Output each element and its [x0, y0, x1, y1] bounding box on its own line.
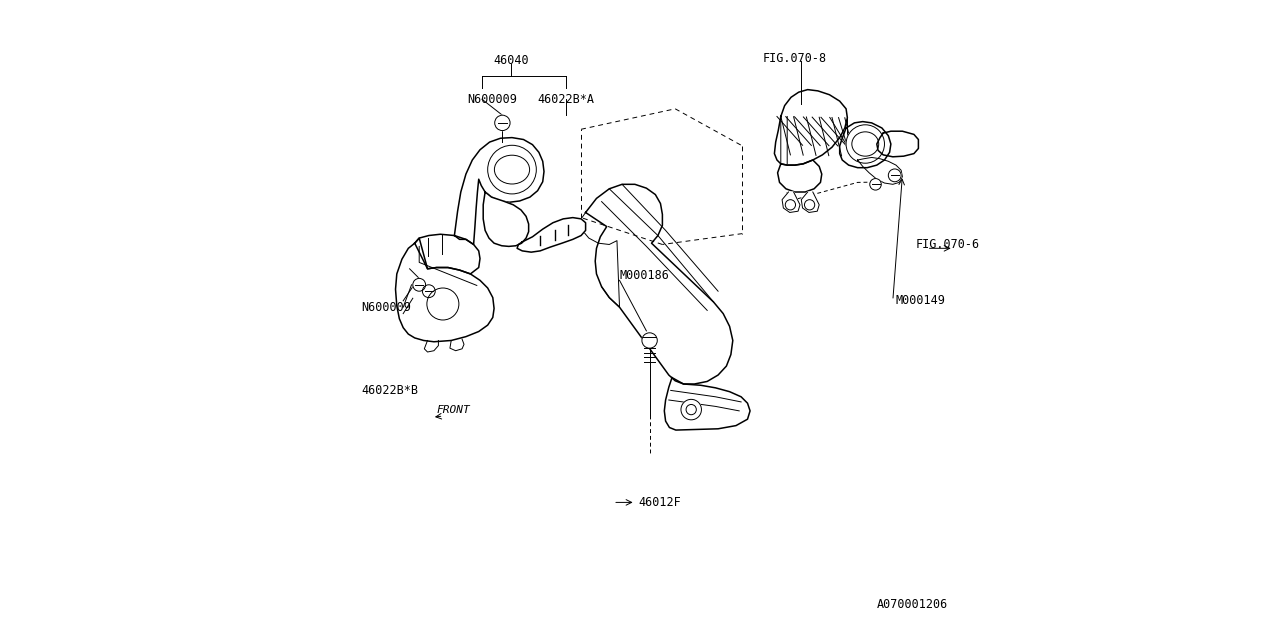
Polygon shape: [801, 192, 819, 212]
Text: FIG.070-8: FIG.070-8: [763, 52, 827, 65]
Text: 46022B*A: 46022B*A: [538, 93, 595, 106]
Polygon shape: [840, 122, 891, 168]
Text: 46022B*B: 46022B*B: [362, 384, 419, 397]
Polygon shape: [585, 184, 732, 384]
Polygon shape: [777, 160, 822, 192]
Polygon shape: [782, 192, 800, 212]
Text: 46040: 46040: [493, 54, 529, 67]
Text: FRONT: FRONT: [436, 404, 470, 415]
Text: M000186: M000186: [620, 269, 669, 282]
Circle shape: [488, 145, 536, 194]
Polygon shape: [774, 90, 847, 165]
Circle shape: [870, 179, 881, 190]
Circle shape: [494, 115, 509, 131]
Circle shape: [786, 200, 796, 210]
Text: N600009: N600009: [467, 93, 517, 106]
Circle shape: [846, 125, 884, 163]
Text: A070001206: A070001206: [877, 598, 948, 611]
Polygon shape: [517, 218, 585, 252]
Circle shape: [888, 169, 901, 182]
Circle shape: [681, 399, 701, 420]
Text: FIG.070-6: FIG.070-6: [915, 238, 979, 251]
Circle shape: [412, 278, 425, 291]
Polygon shape: [396, 238, 494, 342]
Polygon shape: [858, 157, 902, 184]
Circle shape: [643, 333, 658, 348]
Text: M000149: M000149: [896, 294, 946, 307]
Circle shape: [422, 285, 435, 298]
Circle shape: [805, 200, 815, 210]
Circle shape: [686, 404, 696, 415]
Polygon shape: [415, 234, 480, 274]
Polygon shape: [664, 378, 750, 430]
Text: N600009: N600009: [362, 301, 411, 314]
Polygon shape: [484, 192, 529, 246]
Polygon shape: [454, 138, 544, 244]
Circle shape: [428, 288, 460, 320]
Text: 46012F: 46012F: [639, 496, 681, 509]
Polygon shape: [877, 131, 919, 157]
